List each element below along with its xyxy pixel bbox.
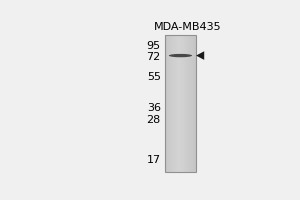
Bar [185,35,186,172]
Bar [171,35,172,172]
Bar [194,35,195,172]
Bar [173,35,174,172]
Bar [174,35,175,172]
Text: 95: 95 [147,41,161,51]
Bar [179,35,180,172]
Bar [167,35,168,172]
Bar [178,35,179,172]
Bar [188,35,189,172]
Bar [193,35,194,172]
Bar [191,35,192,172]
Bar [172,35,173,172]
Bar [185,35,186,172]
Bar [186,35,187,172]
Bar [169,35,170,172]
Bar [187,35,188,172]
Text: 55: 55 [147,72,161,82]
Text: 28: 28 [146,115,161,125]
Bar [165,35,196,172]
Ellipse shape [169,54,192,57]
Bar [168,35,169,172]
Text: 36: 36 [147,103,161,113]
Bar [181,35,182,172]
Bar [173,35,174,172]
Bar [176,35,177,172]
Bar [184,35,185,172]
Bar [190,35,191,172]
Bar [182,35,183,172]
Bar [170,35,171,172]
Bar [188,35,189,172]
Bar [165,35,166,172]
Bar [177,35,178,172]
Bar [171,35,172,172]
Bar [165,35,196,172]
Text: MDA-MB435: MDA-MB435 [154,22,221,32]
Bar [189,35,190,172]
Bar [174,35,175,172]
Bar [195,35,196,172]
Polygon shape [196,51,204,60]
Bar [182,35,183,172]
Bar [176,35,177,172]
Bar [180,35,181,172]
Bar [168,35,169,172]
Text: 72: 72 [146,52,161,62]
Text: 17: 17 [147,155,161,165]
Bar [183,35,184,172]
Bar [190,35,191,172]
Bar [179,35,180,172]
Bar [192,35,193,172]
